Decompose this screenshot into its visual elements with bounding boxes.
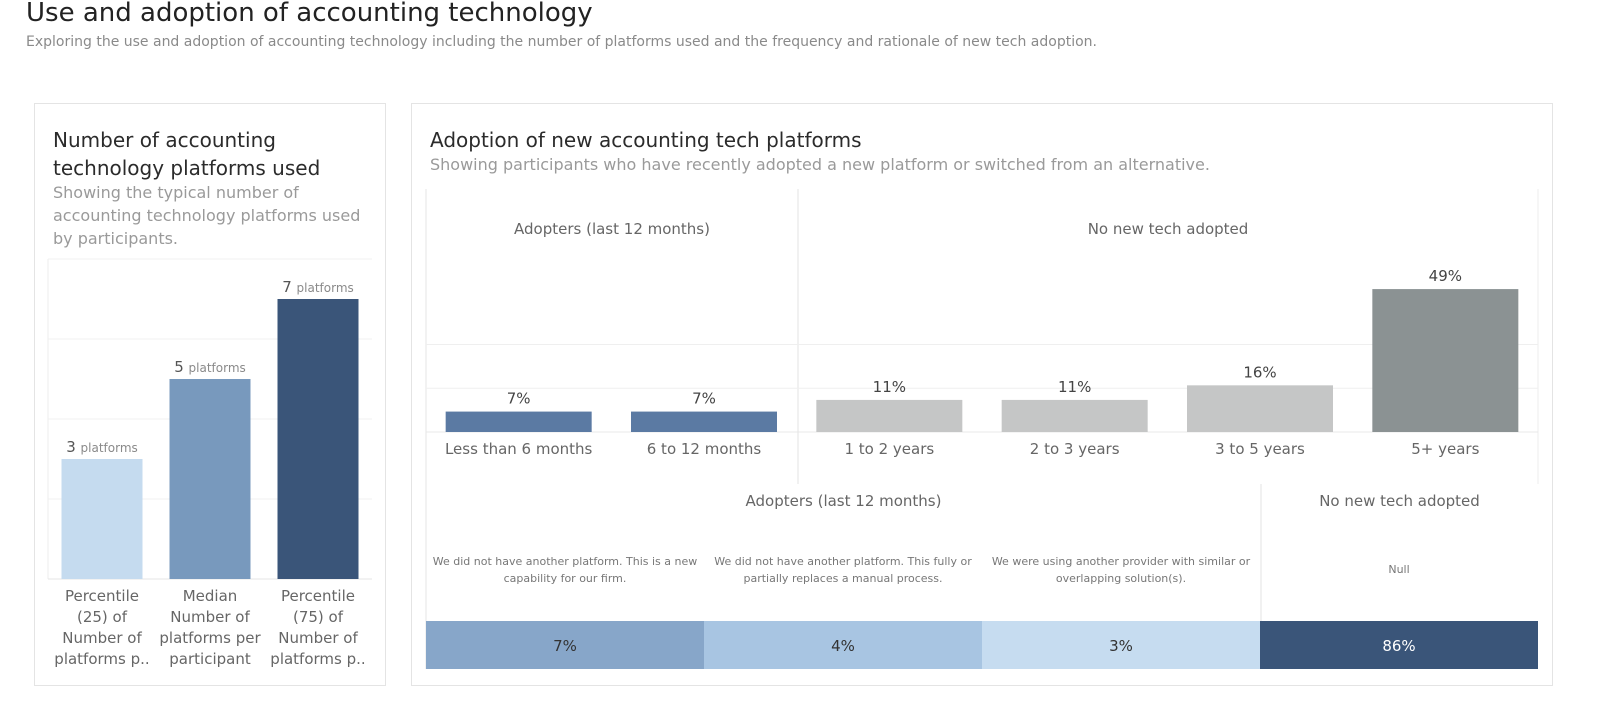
platforms-category-label: Percentile: [281, 587, 355, 605]
platforms-category-label: (25) of: [77, 608, 128, 626]
rationale-category-label: overlapping solution(s).: [1056, 572, 1186, 585]
adoption-category-label: 5+ years: [1411, 440, 1479, 458]
adoption-panel: Adoption of new accounting tech platform…: [411, 103, 1553, 686]
platforms-category-label: platforms p..: [270, 650, 365, 668]
platforms-category-label: (75) of: [293, 608, 344, 626]
adoption-bar-label: 7%: [507, 390, 531, 408]
rationale-category-label: We did not have another platform. This f…: [714, 555, 972, 568]
adoption-bar: [446, 412, 592, 432]
adoption-bar: [631, 412, 777, 432]
adoption-category-label: Less than 6 months: [445, 440, 593, 458]
rationale-category-label: partially replaces a manual process.: [743, 572, 942, 585]
rationale-group-header: No new tech adopted: [1319, 492, 1480, 510]
platforms-category-label: participant: [169, 650, 251, 668]
adoption-bar: [1372, 289, 1518, 432]
rationale-category-label: Null: [1388, 563, 1409, 576]
platforms-bar: [62, 459, 143, 579]
adoption-bar: [1187, 385, 1333, 432]
platforms-category-label: Percentile: [65, 587, 139, 605]
rationale-category-label: We were using another provider with simi…: [992, 555, 1251, 568]
adoption-bar-label: 11%: [1058, 378, 1091, 396]
platforms-bar: [278, 299, 359, 579]
rationale-category-label: We did not have another platform. This i…: [433, 555, 698, 568]
platforms-category-label: Number of: [170, 608, 250, 626]
adoption-category-label: 3 to 5 years: [1215, 440, 1305, 458]
rationale-segment-label: 7%: [553, 637, 577, 655]
platforms-used-panel: Number of accounting technology platform…: [34, 103, 386, 686]
rationale-segment-label: 3%: [1109, 637, 1133, 655]
platforms-bar-label: 7 platforms: [282, 278, 354, 296]
adoption-group-header: No new tech adopted: [1088, 220, 1249, 238]
platforms-bar: [170, 379, 251, 579]
adoption-bar: [816, 400, 962, 432]
platforms-category-label: platforms per: [159, 629, 261, 647]
adoption-bar: [1002, 400, 1148, 432]
platforms-bar-label: 3 platforms: [66, 438, 138, 456]
adoption-bar-label: 7%: [692, 390, 716, 408]
platforms-category-label: Median: [183, 587, 238, 605]
adoption-group-header: Adopters (last 12 months): [514, 220, 710, 238]
rationale-category-label: capability for our firm.: [504, 572, 627, 585]
page-subtitle: Exploring the use and adoption of accoun…: [26, 34, 1097, 50]
adoption-category-label: 6 to 12 months: [647, 440, 762, 458]
platforms-category-label: platforms p..: [54, 650, 149, 668]
platforms-category-label: Number of: [62, 629, 142, 647]
platforms-bar-chart: 3 platforms Percentile (25) of Number of pla…: [35, 104, 385, 685]
adoption-category-label: 2 to 3 years: [1030, 440, 1120, 458]
adoption-bar-label: 11%: [873, 378, 906, 396]
platforms-category-label: Number of: [278, 629, 358, 647]
page-title: Use and adoption of accounting technolog…: [26, 0, 593, 28]
adoption-bar-label: 16%: [1243, 363, 1276, 381]
rationale-group-header: Adopters (last 12 months): [746, 492, 942, 510]
platforms-bar-label: 5 platforms: [174, 358, 246, 376]
adoption-bar-label: 49%: [1429, 267, 1462, 285]
rationale-segment-label: 4%: [831, 637, 855, 655]
rationale-segment-label: 86%: [1382, 637, 1415, 655]
adoption-category-label: 1 to 2 years: [844, 440, 934, 458]
adoption-bar-chart: Adopters (last 12 months) No new tech ado…: [412, 104, 1552, 685]
